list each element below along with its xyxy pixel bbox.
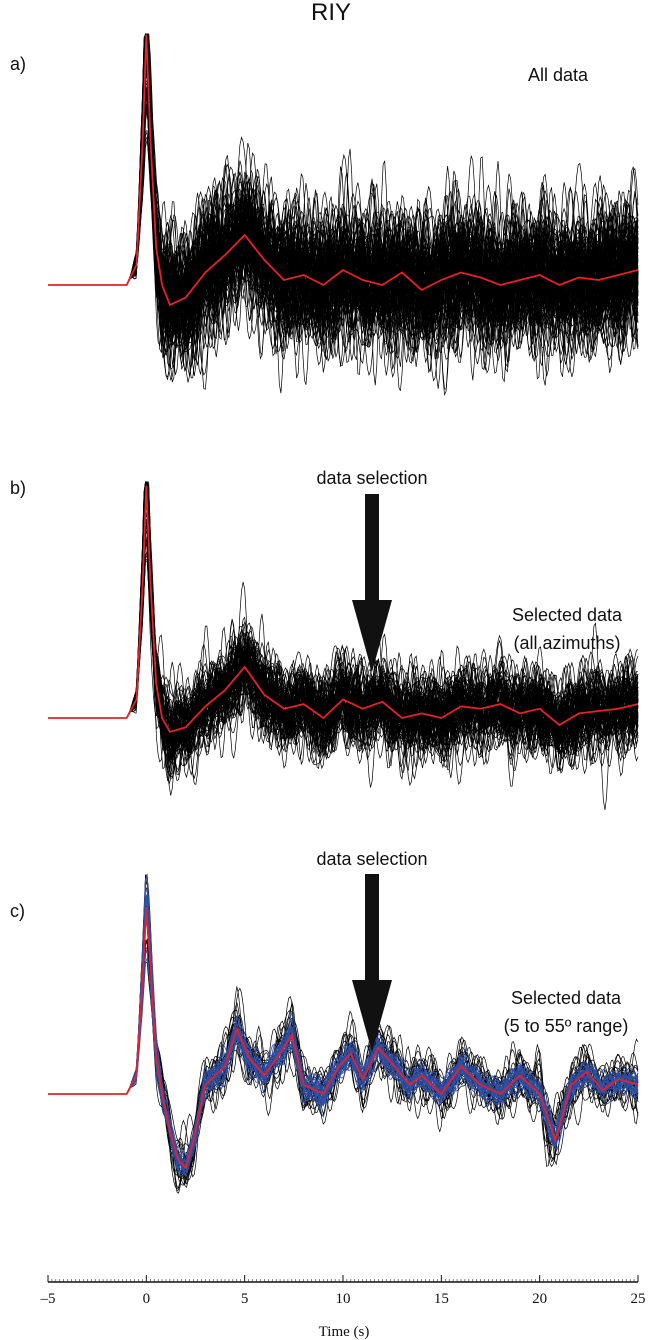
x-axis-title: Time (s) <box>319 1324 370 1340</box>
panel-c-arrow-label: data selection <box>316 849 427 869</box>
panel-a-trace <box>48 60 639 378</box>
panel-c-traces <box>48 873 639 1194</box>
panel-c-selected-trace <box>48 949 639 1169</box>
panel-c-label: c) <box>10 901 25 921</box>
panel-a-trace <box>48 103 639 377</box>
x-tick-label: 0 <box>143 1291 151 1307</box>
x-tick-label: 20 <box>532 1291 547 1307</box>
panel-c-selected-trace <box>48 888 639 1173</box>
panel-b: b) data selection Selected data (all azi… <box>10 468 639 811</box>
panel-c-selected-trace <box>48 957 639 1166</box>
panel-c: c) data selection Selected data (5 to 55… <box>10 849 639 1194</box>
panel-a-label: a) <box>10 54 26 74</box>
panel-c-annotation-line2: (5 to 55º range) <box>504 1016 629 1036</box>
x-tick-label: 5 <box>241 1291 249 1307</box>
panel-a-trace <box>48 86 639 370</box>
panel-a-trace <box>48 106 639 331</box>
panel-b-label: b) <box>10 478 26 498</box>
panel-b-arrow-label: data selection <box>316 468 427 488</box>
panel-b-traces <box>48 481 639 811</box>
x-tick-label: 25 <box>631 1291 646 1307</box>
panel-c-selected-trace <box>48 902 639 1168</box>
panel-c-arrow <box>352 874 392 1052</box>
x-tick-label: 10 <box>336 1291 351 1307</box>
panel-a-trace <box>48 33 639 377</box>
x-axis: Time (s) –5 0 5 10 15 20 25 <box>40 1275 646 1340</box>
panel-a-annotation: All data <box>528 65 589 85</box>
panel-a-mean-trace <box>48 34 639 307</box>
panel-b-trace <box>48 511 639 768</box>
panel-b-arrow <box>352 494 392 672</box>
panel-a-trace <box>48 88 639 333</box>
panel-c-annotation-line1: Selected data <box>511 988 622 1008</box>
x-tick-label: –5 <box>40 1291 56 1307</box>
panel-b-annotation-line1: Selected data <box>512 605 623 625</box>
chart-title: RIY <box>311 0 351 26</box>
panel-b-trace <box>48 560 639 759</box>
panel-a-traces <box>48 33 639 397</box>
panel-a-trace <box>48 98 639 376</box>
panel-b-annotation-line2: (all azimuths) <box>513 633 620 653</box>
x-tick-label: 15 <box>434 1291 449 1307</box>
panel-c-mean-trace <box>48 908 639 1170</box>
panel-b-mean-trace <box>48 485 639 733</box>
panel-a: a) All data <box>10 33 639 397</box>
panel-b-trace <box>48 481 639 760</box>
